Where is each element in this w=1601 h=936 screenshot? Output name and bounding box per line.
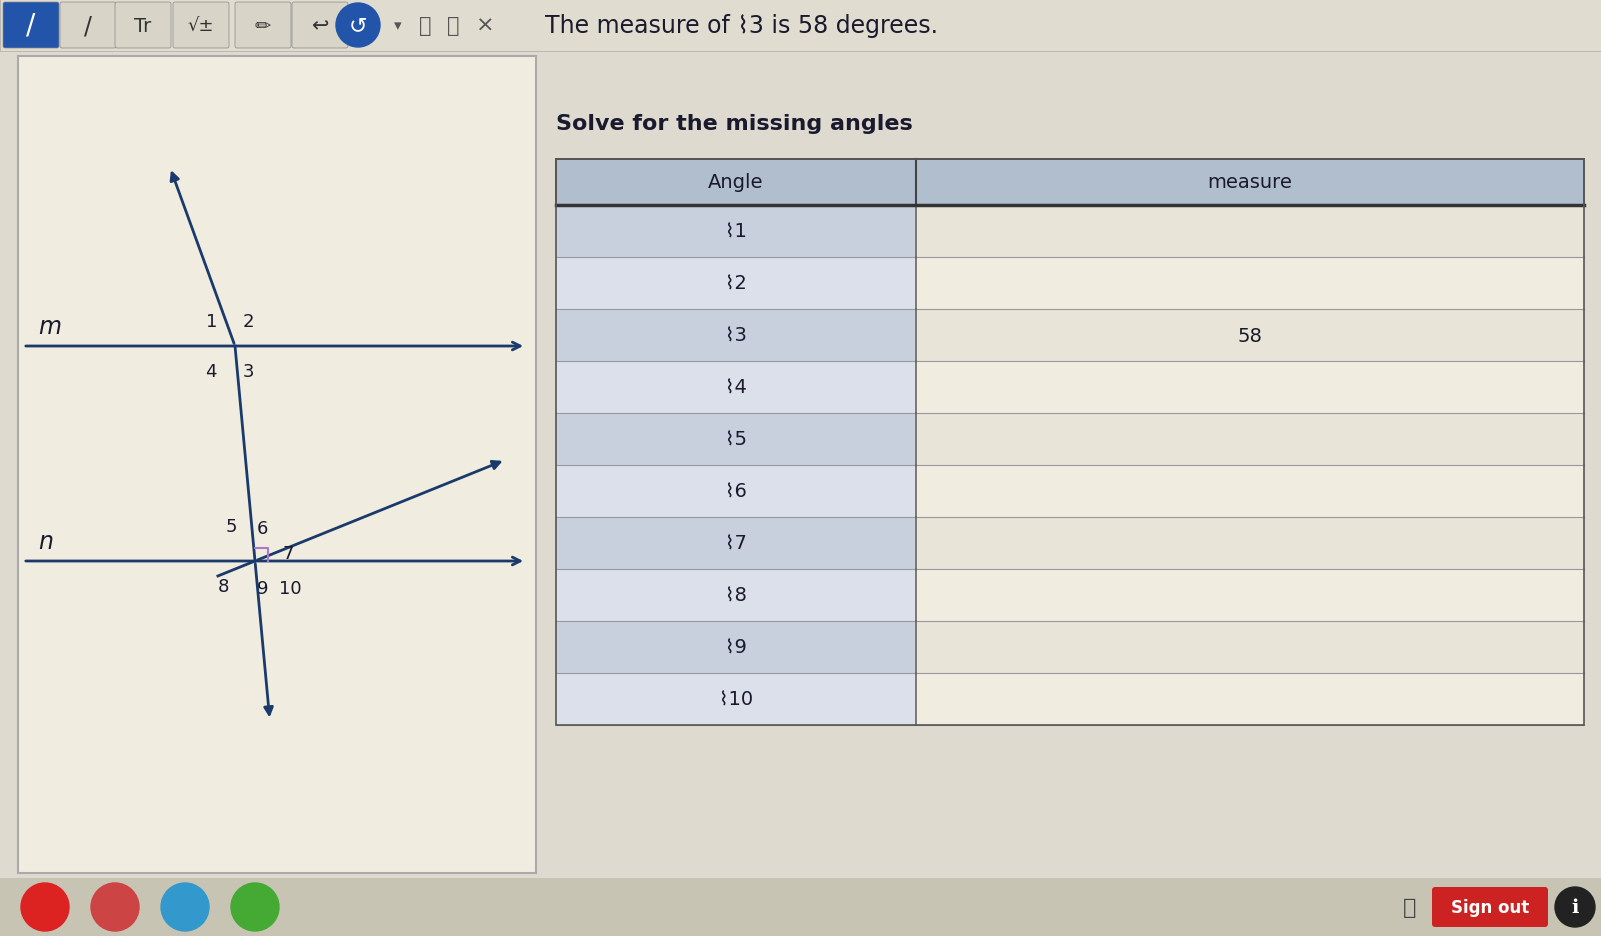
Bar — [916, 673, 1583, 725]
Text: ⌇7: ⌇7 — [725, 534, 746, 553]
Text: ⌇3: ⌇3 — [725, 326, 746, 345]
Bar — [556, 206, 916, 257]
Text: ⬜: ⬜ — [1404, 897, 1417, 917]
FancyBboxPatch shape — [1431, 887, 1548, 927]
Text: 5: 5 — [226, 518, 237, 535]
Text: Sign out: Sign out — [1451, 898, 1529, 916]
Text: 7: 7 — [283, 545, 295, 563]
Bar — [916, 414, 1583, 465]
Bar — [556, 414, 916, 465]
Text: ℹ: ℹ — [1571, 898, 1579, 916]
Circle shape — [162, 883, 210, 931]
Text: ⌇6: ⌇6 — [725, 482, 746, 501]
Text: /: / — [83, 14, 91, 38]
Bar — [556, 361, 916, 414]
Text: Solve for the missing angles: Solve for the missing angles — [556, 114, 913, 134]
Text: 6: 6 — [258, 519, 269, 537]
Text: ⌇5: ⌇5 — [725, 430, 748, 449]
FancyBboxPatch shape — [59, 3, 115, 49]
Bar — [916, 361, 1583, 414]
Text: 3: 3 — [243, 362, 255, 381]
Text: √±: √± — [187, 17, 215, 35]
Bar — [0, 878, 1601, 936]
Text: /: / — [26, 12, 35, 40]
Bar — [556, 257, 916, 310]
FancyBboxPatch shape — [3, 3, 59, 49]
Bar — [916, 465, 1583, 518]
Bar — [916, 257, 1583, 310]
Circle shape — [231, 883, 279, 931]
Bar — [556, 310, 916, 361]
Circle shape — [1555, 887, 1595, 927]
Bar — [556, 160, 1583, 206]
FancyBboxPatch shape — [115, 3, 171, 49]
Text: ⌒: ⌒ — [419, 16, 431, 36]
Bar — [916, 569, 1583, 622]
Bar — [916, 310, 1583, 361]
Circle shape — [91, 883, 139, 931]
Bar — [556, 673, 916, 725]
Bar — [556, 518, 916, 569]
Bar — [556, 465, 916, 518]
Text: ▾: ▾ — [394, 19, 402, 34]
Bar — [556, 569, 916, 622]
Text: ↺: ↺ — [349, 16, 367, 36]
FancyBboxPatch shape — [235, 3, 291, 49]
Bar — [548, 51, 1596, 878]
Text: Tr: Tr — [134, 17, 152, 36]
Text: 9: 9 — [258, 579, 269, 597]
Text: ⌇1: ⌇1 — [725, 222, 746, 241]
Bar — [18, 57, 536, 873]
Circle shape — [21, 883, 69, 931]
Text: The measure of ⌇3 is 58 degrees.: The measure of ⌇3 is 58 degrees. — [544, 14, 938, 38]
Text: ⌇2: ⌇2 — [725, 274, 746, 293]
Text: m: m — [38, 314, 61, 339]
Text: ⌇9: ⌇9 — [725, 637, 746, 657]
Circle shape — [336, 4, 379, 48]
FancyBboxPatch shape — [291, 3, 347, 49]
Bar — [916, 622, 1583, 673]
Text: n: n — [38, 530, 53, 553]
Text: ⌇4: ⌇4 — [725, 378, 746, 397]
Text: 4: 4 — [205, 362, 218, 381]
Text: ⌒: ⌒ — [447, 16, 459, 36]
Text: 58: 58 — [1238, 326, 1262, 345]
Bar — [0, 0, 1601, 51]
Text: Angle: Angle — [708, 173, 764, 192]
Text: ↩: ↩ — [311, 16, 328, 36]
Bar — [916, 206, 1583, 257]
Text: 8: 8 — [218, 578, 229, 595]
Bar — [556, 622, 916, 673]
Text: ×: × — [475, 16, 495, 36]
Bar — [916, 518, 1583, 569]
Text: 2: 2 — [243, 313, 255, 330]
Text: ⌇8: ⌇8 — [725, 586, 746, 605]
Text: ⌇10: ⌇10 — [719, 690, 752, 709]
FancyBboxPatch shape — [173, 3, 229, 49]
Text: 1: 1 — [205, 313, 218, 330]
Text: 10: 10 — [279, 579, 301, 597]
Bar — [556, 160, 1583, 725]
Text: measure: measure — [1207, 173, 1292, 192]
Text: ✏: ✏ — [255, 17, 271, 36]
